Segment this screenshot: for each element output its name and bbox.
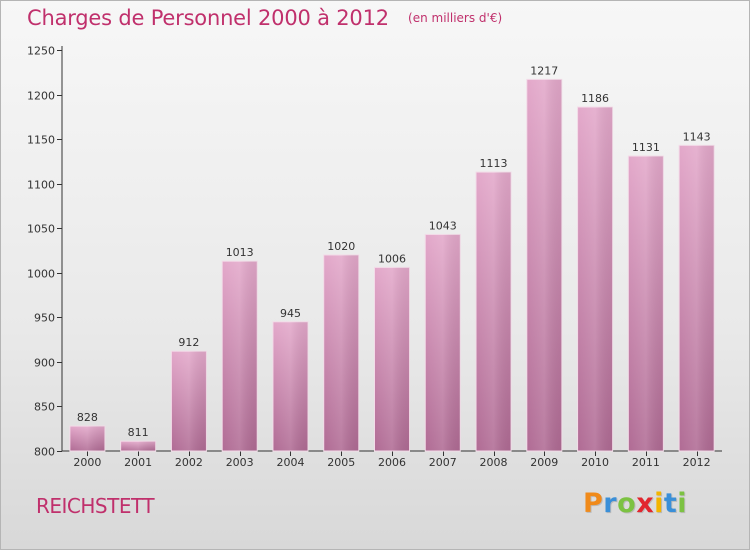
bar-sheen xyxy=(222,261,258,451)
data-label: 1006 xyxy=(378,252,406,265)
bar-sheen xyxy=(374,267,410,451)
data-label: 1020 xyxy=(327,240,355,253)
proxiti-logo: Proxiti xyxy=(583,488,687,519)
y-tick-label: 850 xyxy=(34,401,55,414)
y-tick-label: 800 xyxy=(34,446,55,459)
chart-title: Charges de Personnel 2000 à 2012 xyxy=(27,6,389,30)
logo-letter: i xyxy=(677,488,688,519)
commune-name: REICHSTETT xyxy=(36,494,155,518)
x-tick-label: 2001 xyxy=(124,456,152,469)
x-tick-label: 2003 xyxy=(226,456,254,469)
x-tick-label: 2008 xyxy=(480,456,508,469)
bars-group: 828 811 912 1013 945 1020 1006 1043 1113 1217 1186… xyxy=(69,64,715,452)
logo-letter: t xyxy=(663,488,678,519)
logo-letter: o xyxy=(617,488,637,519)
bar-sheen xyxy=(577,107,613,451)
bar-sheen xyxy=(69,426,105,451)
y-axis: 800 850 900 950 1000 1050 1100 1150 1200 1250 xyxy=(27,45,63,459)
data-label: 945 xyxy=(280,307,301,320)
data-label: 1143 xyxy=(683,130,711,143)
logo-letter: r xyxy=(603,488,618,519)
bar-sheen xyxy=(425,234,461,451)
bar-sheen xyxy=(628,156,664,451)
logo-letter: i xyxy=(654,488,664,519)
y-tick-label: 1000 xyxy=(27,268,55,281)
x-axis: 2000 2001 2002 2003 2004 2005 2006 2007 2008 2009… xyxy=(62,450,722,469)
data-label: 1113 xyxy=(480,157,508,170)
bar-sheen xyxy=(272,321,308,451)
y-tick-label: 1050 xyxy=(27,223,55,236)
y-tick-label: 950 xyxy=(34,312,55,325)
data-label: 1013 xyxy=(226,246,254,259)
title-row: Charges de Personnel 2000 à 2012 (en mil… xyxy=(27,6,502,30)
bar-sheen xyxy=(476,172,512,452)
x-tick-label: 2009 xyxy=(530,456,558,469)
data-label: 1186 xyxy=(581,92,609,105)
x-tick-label: 2012 xyxy=(683,456,711,469)
bar-sheen xyxy=(526,79,562,451)
bar-sheen xyxy=(120,441,156,451)
data-label: 811 xyxy=(128,426,149,439)
logo-letter: x xyxy=(636,488,655,519)
chart-unit: (en milliers d'€) xyxy=(408,11,503,25)
data-label: 828 xyxy=(77,411,98,424)
data-label: 1131 xyxy=(632,141,660,154)
y-tick-label: 1250 xyxy=(27,45,55,58)
x-tick-label: 2007 xyxy=(429,456,457,469)
bar-sheen xyxy=(171,351,207,451)
x-tick-label: 2010 xyxy=(581,456,609,469)
y-tick-label: 1100 xyxy=(27,179,55,192)
logo-letter: P xyxy=(583,488,604,519)
bar-sheen xyxy=(323,254,359,451)
x-tick-label: 2004 xyxy=(276,456,304,469)
y-tick-label: 1200 xyxy=(27,90,55,103)
x-tick-label: 2011 xyxy=(632,456,660,469)
bar-sheen xyxy=(679,145,715,452)
y-tick-label: 1150 xyxy=(27,134,55,147)
x-tick-label: 2002 xyxy=(175,456,203,469)
data-label: 912 xyxy=(178,336,199,349)
x-tick-label: 2005 xyxy=(327,456,355,469)
x-tick-label: 2000 xyxy=(73,456,101,469)
data-label: 1217 xyxy=(530,64,558,77)
x-tick-label: 2006 xyxy=(378,456,406,469)
y-tick-label: 900 xyxy=(34,357,55,370)
data-label: 1043 xyxy=(429,219,457,232)
